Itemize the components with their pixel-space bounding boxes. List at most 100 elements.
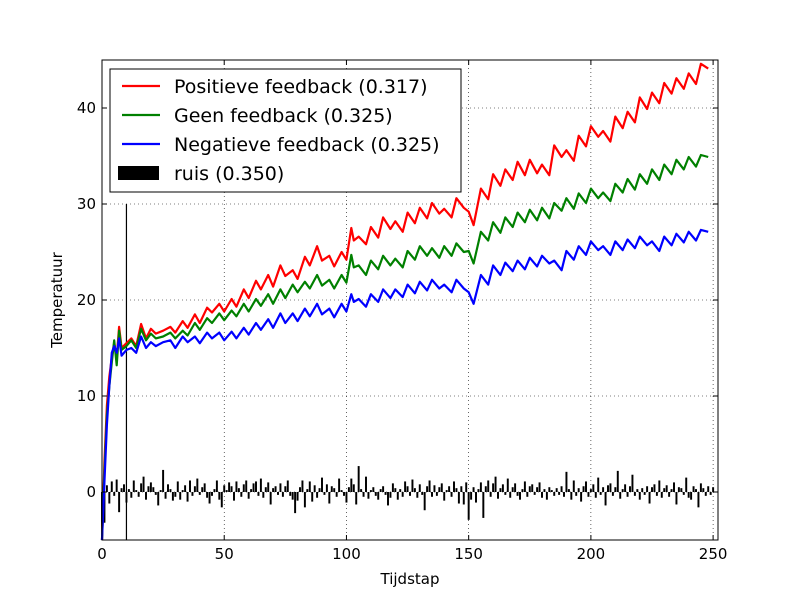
noise-bar [237, 488, 240, 492]
noise-bar [189, 480, 191, 492]
noise-bar [531, 484, 534, 492]
noise-bar [668, 492, 671, 497]
noise-bar [110, 481, 113, 492]
noise-bar [228, 482, 231, 492]
noise-bar [453, 481, 455, 492]
noise-bar [301, 480, 304, 492]
noise-bar [379, 489, 382, 492]
noise-bar [174, 492, 177, 497]
noise-bar [695, 489, 697, 492]
noise-bar [543, 489, 546, 492]
noise-bar [360, 489, 363, 492]
legend-label: Negatieve feedback (0.325) [174, 134, 440, 156]
noise-bar [242, 484, 245, 492]
noise-bar [181, 490, 184, 492]
noise-bar [450, 492, 453, 497]
noise-bar [575, 492, 578, 496]
noise-bar [433, 485, 436, 492]
y-tick-label: 30 [77, 195, 96, 213]
noise-bar [636, 489, 639, 492]
noise-bar [184, 485, 187, 492]
noise-bar [604, 492, 607, 506]
noise-bar [321, 477, 323, 492]
noise-bar [338, 478, 341, 492]
noise-bar [203, 483, 206, 492]
noise-bar [149, 482, 152, 492]
noise-bar [318, 488, 321, 492]
noise-bar [587, 492, 590, 497]
series-line [100, 153, 709, 541]
noise-bar [369, 490, 372, 492]
noise-bar [262, 492, 265, 498]
noise-bar [343, 492, 345, 496]
noise-bar [233, 492, 235, 501]
noise-bar [479, 482, 482, 492]
noise-bar [663, 488, 666, 492]
noise-bar [152, 487, 155, 492]
noise-bar [597, 477, 600, 492]
noise-bar [599, 492, 602, 495]
noise-bar [352, 484, 355, 492]
noise-bar [294, 492, 297, 514]
noise-bar [394, 488, 397, 492]
noise-bar [438, 487, 441, 492]
noise-bar [333, 488, 336, 492]
noise-bar [494, 476, 497, 492]
noise-bar [313, 485, 316, 492]
noise-bar [154, 492, 157, 495]
y-tick-label: 40 [77, 99, 96, 117]
noise-bar [423, 492, 426, 511]
noise-bar [416, 492, 419, 498]
noise-bar [127, 489, 130, 492]
noise-bar [169, 489, 172, 492]
series-line [100, 228, 709, 541]
noise-bar [284, 486, 287, 492]
y-axis-label: Temperatuur [48, 251, 66, 348]
x-axis-label: Tijdstap [380, 570, 440, 588]
noise-bar [675, 492, 678, 505]
noise-bar [592, 484, 595, 492]
noise-bar [145, 492, 147, 500]
noise-bar [655, 492, 658, 496]
noise-bar [206, 492, 209, 498]
noise-bar [147, 486, 150, 492]
noise-bar [475, 492, 477, 503]
noise-bar [467, 492, 470, 520]
noise-bar [435, 492, 438, 496]
noise-bar [382, 486, 385, 492]
noise-bar [247, 492, 250, 499]
noise-bar [384, 492, 387, 495]
noise-bar [677, 487, 680, 492]
noise-bar [137, 492, 140, 497]
noise-bar [179, 492, 182, 500]
noise-bar [519, 492, 521, 500]
noise-bar [445, 490, 448, 492]
noise-bar [624, 484, 627, 492]
noise-bar [651, 487, 653, 492]
noise-bar [404, 481, 407, 492]
noise-bar [281, 492, 284, 497]
noise-bar [299, 487, 301, 492]
noise-bar [709, 492, 712, 495]
noise-bar [528, 486, 531, 492]
noise-bar [457, 492, 460, 504]
noise-bar [704, 492, 707, 496]
noise-bar [431, 492, 433, 497]
noise-bar [303, 492, 306, 508]
noise-bar [563, 492, 565, 497]
noise-bar [619, 492, 622, 499]
noise-bar [191, 492, 194, 496]
noise-bar [607, 485, 609, 492]
noise-bar [267, 482, 270, 492]
noise-bar [448, 486, 451, 492]
noise-bar [113, 492, 116, 496]
noise-bar [526, 492, 529, 497]
noise-bar [164, 492, 167, 499]
noise-bar [291, 492, 294, 500]
noise-bar [462, 492, 465, 505]
noise-bar [685, 477, 688, 492]
noise-bar [541, 492, 543, 498]
noise-bar [345, 492, 348, 503]
noise-bar [550, 490, 553, 492]
